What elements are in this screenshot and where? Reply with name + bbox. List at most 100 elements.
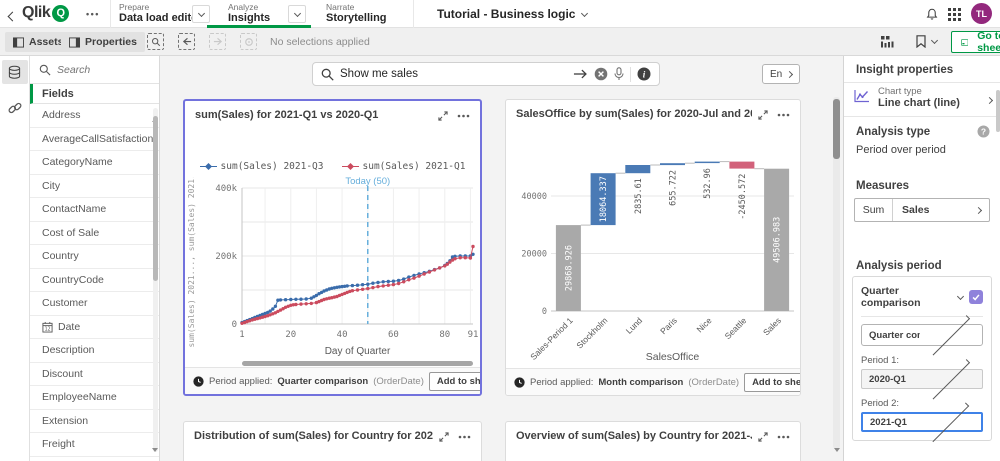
field-label: Description <box>42 344 95 357</box>
insight-card-overview[interactable]: Overview of sum(Sales) by Country for 20… <box>505 421 801 461</box>
insight-card-distribution[interactable]: Distribution of sum(Sales) for Country f… <box>183 421 482 461</box>
chart-h-scrollbar[interactable] <box>242 361 473 366</box>
avatar[interactable]: TL <box>971 3 992 24</box>
waterfall-bar[interactable] <box>625 165 651 174</box>
app-title-menu[interactable]: Tutorial - Business logic <box>437 7 589 21</box>
field-item[interactable]: Address <box>30 104 159 128</box>
nav-analyze[interactable]: Analyze Insights <box>228 2 271 24</box>
waterfall-bar[interactable] <box>660 163 685 166</box>
insight-card-line-chart[interactable]: sum(Sales) for 2021-Q1 vs 2020-Q1 sum(Sa… <box>183 99 482 396</box>
field-item[interactable]: Discount <box>30 363 159 386</box>
add-to-sheet-button[interactable]: Add to sheet <box>428 371 480 391</box>
period1-field[interactable]: 2020-Q1 <box>861 359 983 399</box>
period-checkbox[interactable] <box>969 290 983 304</box>
more-menu-icon[interactable]: ••• <box>86 9 100 19</box>
svg-text:80: 80 <box>439 330 450 340</box>
more-menu-icon[interactable] <box>458 435 471 439</box>
measure-field: Sales <box>902 204 930 216</box>
legend-item[interactable]: sum(Sales) 2021-Q3 <box>199 161 324 172</box>
svg-text:20000: 20000 <box>521 250 547 260</box>
expand-icon[interactable] <box>439 432 449 442</box>
bookmark-menu[interactable] <box>916 35 939 48</box>
waterfall-bar[interactable] <box>729 161 755 169</box>
legend-item[interactable]: sum(Sales) 2021-Q1 <box>341 161 465 172</box>
step-forward-icon[interactable] <box>209 33 226 50</box>
go-to-sheet-button[interactable]: Go to sheet <box>951 30 1000 54</box>
insight-card-waterfall[interactable]: SalesOffice by sum(Sales) for 2020-Jul a… <box>505 99 801 396</box>
waterfall-bar[interactable] <box>555 225 581 311</box>
card-footer: Period applied: Month comparison (OrderD… <box>506 368 800 395</box>
qlik-logo[interactable]: Qlik Q <box>22 4 70 22</box>
chevron-right-icon[interactable] <box>985 96 994 105</box>
expand-icon[interactable] <box>758 432 768 442</box>
field-item[interactable]: EmployeeName <box>30 386 159 410</box>
submit-arrow-icon[interactable] <box>573 68 588 80</box>
divider <box>844 82 1000 83</box>
svg-text:400k: 400k <box>215 184 237 194</box>
properties-button[interactable]: Properties <box>61 32 145 52</box>
scroll-down-arrow[interactable] <box>834 448 840 461</box>
back-icon[interactable] <box>7 11 18 23</box>
info-icon[interactable]: i <box>637 67 651 81</box>
expand-icon[interactable] <box>758 110 768 120</box>
waterfall-bar[interactable] <box>694 161 720 164</box>
main-scrollbar-thumb[interactable] <box>833 99 840 159</box>
field-item[interactable]: City <box>30 175 159 198</box>
insight-search-bar[interactable]: i <box>312 62 660 86</box>
field-item[interactable]: Description <box>30 339 159 363</box>
field-item[interactable]: Customer <box>30 292 159 316</box>
measure-row[interactable]: Sum Sales <box>854 198 990 222</box>
expand-icon[interactable] <box>438 111 448 121</box>
insight-search-input[interactable] <box>340 68 567 80</box>
more-menu-icon[interactable] <box>777 113 790 117</box>
field-item[interactable]: 12 Date <box>30 316 159 339</box>
field-item[interactable]: Country <box>30 245 159 269</box>
field-item[interactable]: CategoryName <box>30 151 159 175</box>
clear-selections-icon[interactable] <box>240 33 257 50</box>
nav-analyze-dropdown[interactable] <box>288 5 306 23</box>
help-icon[interactable]: ? <box>977 125 990 138</box>
field-label: AverageCallSatisfaction <box>42 132 154 145</box>
field-item[interactable]: CountryCode <box>30 269 159 292</box>
field-item[interactable]: Cost of Sale <box>30 222 159 245</box>
scroll-down-arrow[interactable] <box>152 448 158 461</box>
field-label: EmployeeName <box>42 391 117 404</box>
nav-prepare[interactable]: Prepare Data load editor <box>119 2 203 24</box>
step-back-icon[interactable] <box>178 33 195 50</box>
link-icon[interactable] <box>2 96 28 120</box>
waterfall-bar[interactable] <box>590 173 616 226</box>
panel-scrollbar-thumb[interactable] <box>996 90 1000 132</box>
notifications-bell-icon[interactable] <box>925 7 939 22</box>
period-type-dropdown[interactable]: Quarter comparison <box>861 285 983 309</box>
period2-field[interactable]: 2021-Q1 <box>861 402 983 442</box>
main-scrollbar[interactable] <box>833 97 840 449</box>
field-item[interactable]: Extension <box>30 410 159 433</box>
calendar-period-button[interactable]: Quarter comparison (OrderD... <box>861 315 983 355</box>
field-item[interactable]: ContactName <box>30 198 159 222</box>
measure-aggregation[interactable]: Sum <box>855 199 893 221</box>
fields-scrollbar-thumb[interactable] <box>153 116 158 281</box>
waterfall-bar[interactable] <box>764 168 790 311</box>
nav-narrate[interactable]: Narrate Storytelling <box>326 2 387 24</box>
line-chart-svg: 0 200k 400k 1 20 40 60 80 91 Today (50) sum(Sales)… <box>187 177 478 366</box>
more-menu-icon[interactable] <box>777 435 790 439</box>
svg-text:200k: 200k <box>215 252 237 262</box>
chart-grid-icon[interactable] <box>880 35 894 49</box>
chart-type-row[interactable]: Chart type Line chart (line) <box>878 86 960 109</box>
field-item[interactable]: Freight <box>30 433 159 457</box>
data-sources-icon[interactable] <box>1 60 28 84</box>
fields-search[interactable] <box>30 56 159 84</box>
more-menu-icon[interactable] <box>457 114 470 118</box>
smart-search-icon[interactable] <box>147 33 164 50</box>
fields-tab[interactable]: Fields <box>30 84 159 104</box>
field-item[interactable]: AverageCallSatisfaction <box>30 128 159 151</box>
clear-search-icon[interactable] <box>594 67 608 81</box>
language-button[interactable]: En <box>762 64 801 84</box>
field-label: Cost of Sale <box>42 226 100 239</box>
add-to-sheet-button[interactable]: Add to sheet <box>744 372 800 392</box>
assets-button[interactable]: Assets <box>5 32 72 52</box>
fields-search-input[interactable] <box>57 63 137 76</box>
voice-mic-icon[interactable] <box>614 67 624 81</box>
nav-prepare-dropdown[interactable] <box>192 5 210 23</box>
app-grid-icon[interactable] <box>948 8 961 21</box>
